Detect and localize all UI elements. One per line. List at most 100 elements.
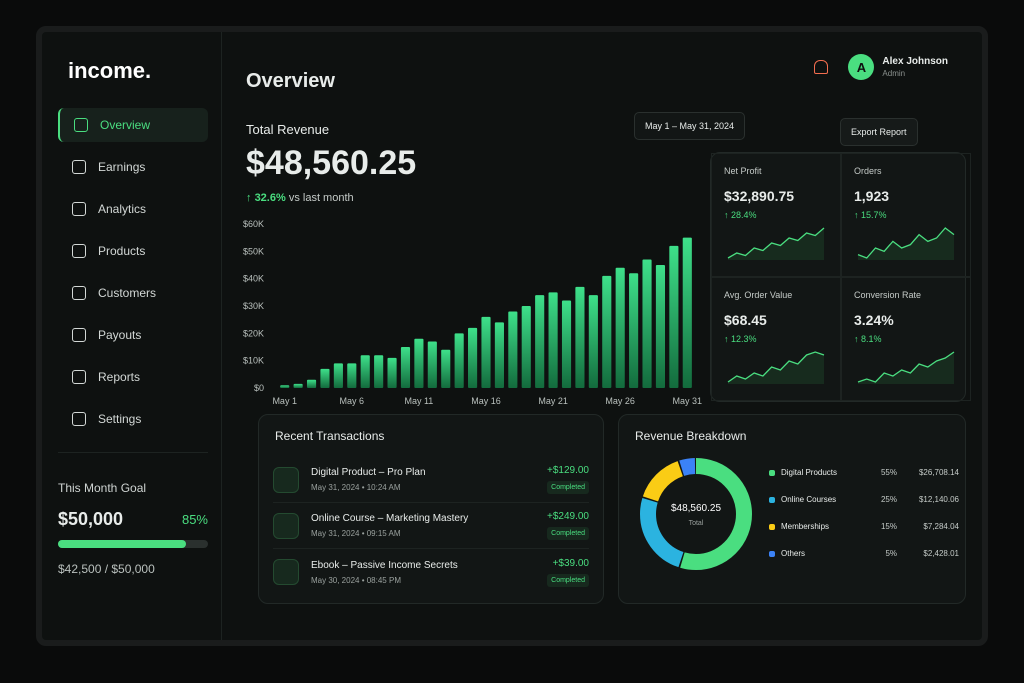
nav-label: Reports [98,370,141,384]
transaction[interactable]: Ebook – Passive Income Secrets May 30, 20… [273,549,589,595]
legend-swatch [769,550,775,557]
goal-progress [58,540,186,548]
nav-item[interactable]: Overview [58,108,208,142]
y-tick-label: $40K [243,274,264,284]
y-tick-label: $30K [243,301,264,311]
nav-icon [72,412,86,426]
bar [347,363,357,388]
goal-card: This Month Goal $50,000 85% $42,500 / $5… [58,452,208,576]
kpi-change-row: ↑ 8.1% [854,334,882,344]
donut-segment [640,458,752,570]
legend-name: Digital Products [781,468,838,477]
bar [400,347,411,388]
sparkline-line [857,227,955,259]
transaction-date: May 31, 2024 [311,483,360,492]
legend-item: Online Courses 25% $12,140.06 [769,486,959,513]
avatar: A [848,54,875,80]
y-tick-label: $0 [254,383,264,393]
bar [306,379,317,388]
donut-total-label: Total [689,520,704,527]
nav-icon [72,286,86,300]
kpi-change-row: ↑ 12.3% [724,334,757,344]
logo: income. [68,58,152,83]
transaction-meta: May 31, 2024 • 09:15 AM [311,529,401,538]
breakdown-title: Revenue Breakdown [635,429,747,443]
revenue-label[interactable]: Total Revenue [246,122,330,137]
kpi-value: $68.45 [724,312,767,328]
legend-amount: $7,284.04 [923,522,959,531]
bar [682,237,692,388]
date-range[interactable]: May 1 – May 31, 2024 [634,112,746,140]
kpi-label: Avg. Order Value [724,290,793,300]
legend-percent: 15% [880,522,897,531]
legend-percent: 55% [880,468,897,477]
y-tick-label: $20K [243,328,264,338]
bar [548,292,558,388]
transaction-time: 10:24 AM [366,483,401,492]
transaction[interactable]: Online Course – Marketing Mastery May 31,… [273,503,589,549]
sparkline [727,227,825,260]
revenue-chart: $0 $10K $20K $30K $40K $50K $60K May 1 May 6 May … [243,219,702,406]
transaction-icon [273,466,299,493]
transaction[interactable]: Digital Product – Pro Plan May 31, 2024 •… [273,457,589,503]
bar [655,265,666,388]
goal-progress-text: $42,500 / $50,000 [58,562,155,576]
transaction-meta: May 31, 2024 • 10:24 AM [311,483,401,492]
transaction-right: +$249.00 Completed [547,511,589,540]
bar [602,275,612,388]
nav: Overview Earnings Analytics Products Custome… [58,108,208,444]
page-title: Overview [246,70,335,92]
nav-item[interactable]: Settings [58,402,208,436]
bar [494,322,504,388]
user-menu[interactable]: A Alex Johnson Admin [814,54,948,80]
kpi-change: 12.3% [731,334,757,344]
nav-item[interactable]: Customers [58,276,208,310]
transaction-status: Completed [547,527,589,540]
x-tick-label: May 11 [404,396,433,406]
nav-label: Earnings [98,160,146,174]
kpi-card: Conversion Rate 3.24% ↑ 8.1% [841,277,971,401]
transaction-icon [273,559,299,585]
legend-amount: $26,708.14 [918,468,959,477]
sparkline [727,351,825,384]
kpi-change-row: ↑ 28.4% [724,210,757,220]
nav-item[interactable]: Earnings [58,150,208,184]
bar [468,327,478,388]
legend-amount: $2,428.01 [923,549,959,558]
export-button[interactable]: Export Report [840,118,918,146]
legend-percent: 5% [885,549,897,558]
nav-label: Payouts [98,328,142,342]
legend-swatch [769,469,775,476]
x-tick-label: May 31 [673,396,702,406]
kpi-change-row: ↑ 15.7% [854,210,887,220]
bar [615,267,625,388]
transaction-date: May 30, 2024 [311,575,360,585]
kpi-label: Orders [854,166,882,176]
transaction-amount: +$39.00 [552,557,589,569]
nav-item[interactable]: Analytics [58,192,208,226]
sparkline [857,351,955,384]
legend-name: Online Courses [781,495,837,504]
notifications[interactable] [814,60,829,74]
transactions-card: Recent Transactions Digital Product – Pr… [258,414,604,604]
nav-item[interactable]: Reports [58,360,208,394]
kpi-value: 3.24% [854,312,894,328]
nav-item[interactable]: Payouts [58,318,208,352]
transaction-time: 08:45 PM [366,575,401,585]
x-tick-label: May 16 [471,396,501,406]
x-tick-label: May 21 [538,396,568,406]
nav-item[interactable]: Products [58,234,208,268]
transaction-name: Online Course – Marketing Mastery [311,513,469,524]
y-tick-label: $10K [243,356,264,366]
y-tick-label: $60K [243,219,264,229]
donut-segment [640,458,752,570]
bar [521,306,531,388]
legend-name: Others [781,549,806,558]
nav-icon [72,244,86,258]
transaction-time: 09:15 AM [366,529,401,538]
kpi-card: Net Profit $32,890.75 ↑ 28.4% [711,153,841,277]
transaction-name: Ebook – Passive Income Secrets [311,559,458,571]
transaction-status: Completed [547,481,589,494]
user-role: Admin [882,69,906,78]
transaction-amount: +$129.00 [547,465,589,476]
